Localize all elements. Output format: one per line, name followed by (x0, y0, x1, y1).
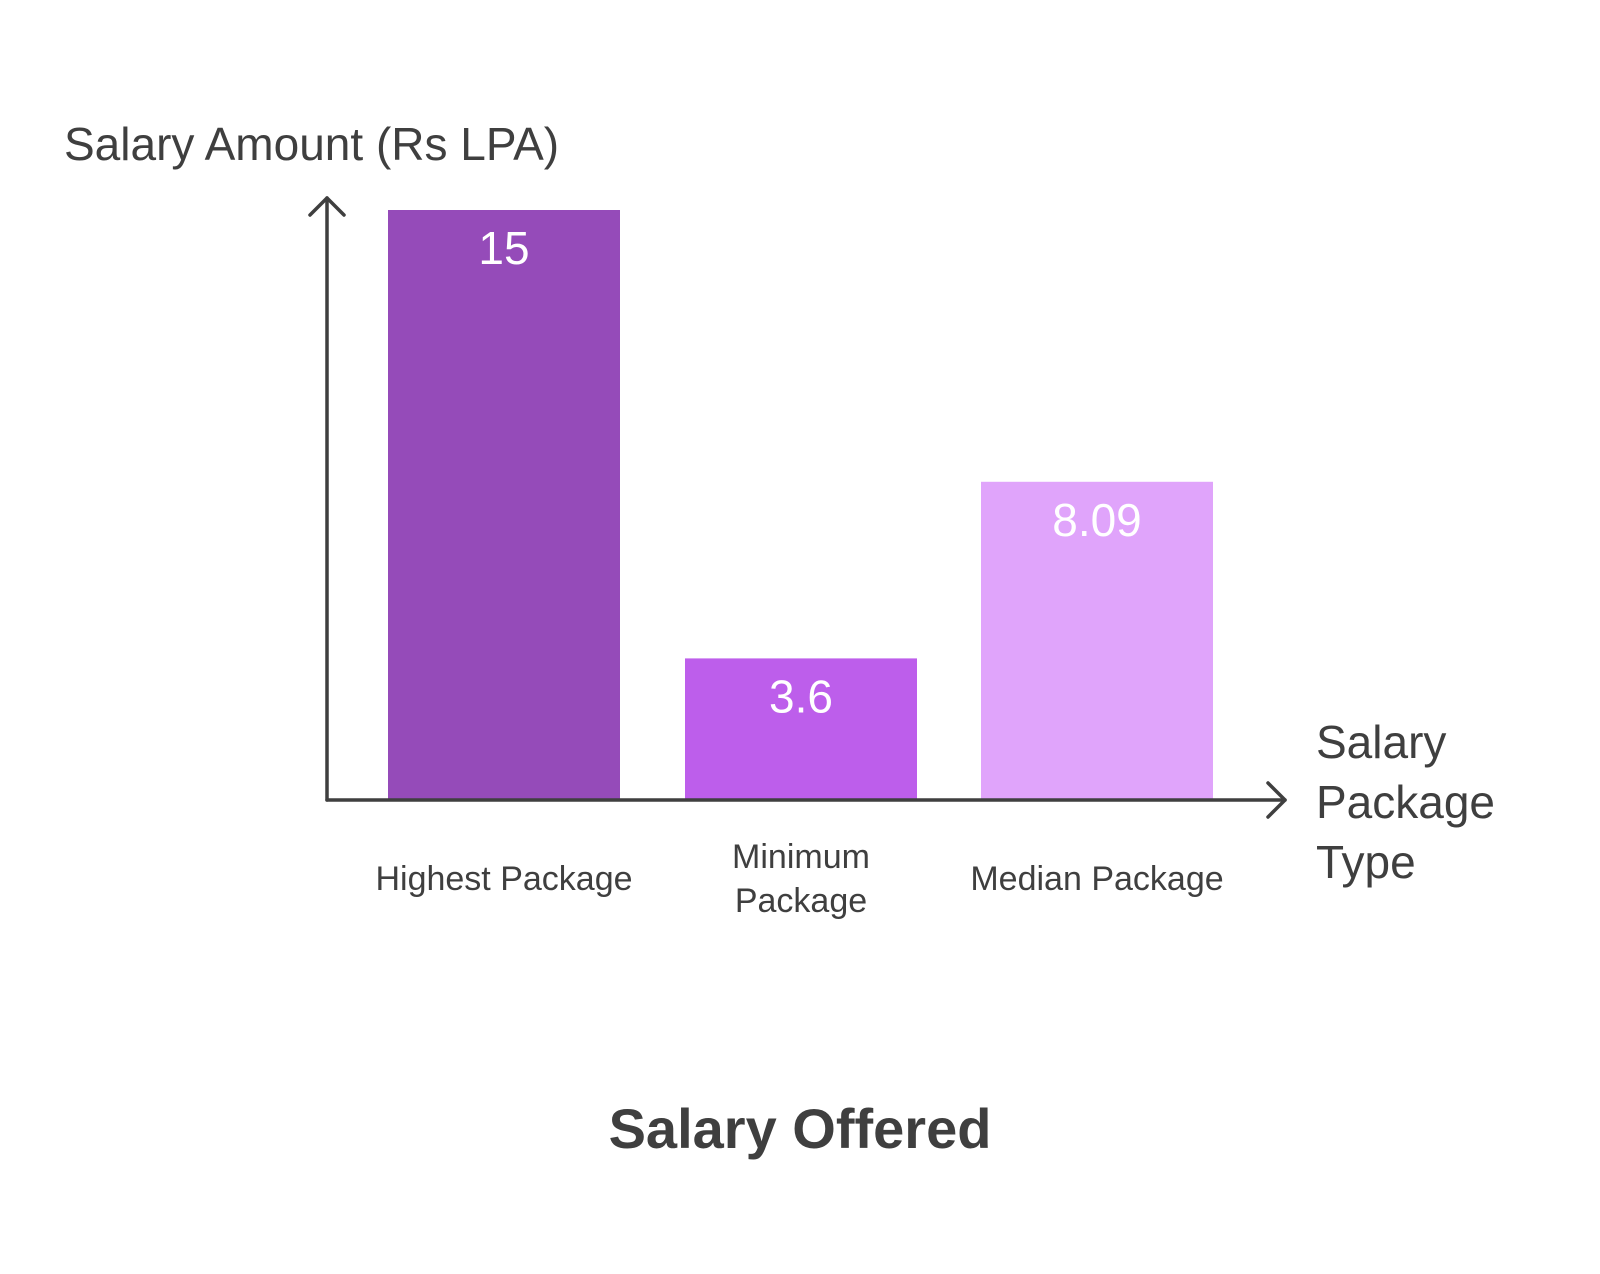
category-label-1: Minimum Package (732, 838, 870, 920)
x-axis-title-text: Salary Package Type (1316, 716, 1495, 888)
chart-title: Salary Offered (609, 1097, 992, 1160)
category-label-0: Highest Package (375, 860, 632, 898)
bars-group (388, 210, 1213, 800)
category-label-line: Median Package (970, 860, 1223, 898)
x-axis-title-line: Salary (1316, 716, 1446, 768)
category-label-line: Highest Package (375, 860, 632, 898)
bar-0 (388, 210, 620, 800)
x-axis-title-line: Type (1316, 836, 1416, 888)
x-axis-title-line: Package (1316, 776, 1495, 828)
x-axis-title: Salary Package Type (1316, 716, 1495, 888)
bar-1 (685, 658, 917, 800)
bar-2 (981, 481, 1213, 800)
bar-value-label-1: 3.6 (769, 670, 833, 722)
y-axis-title: Salary Amount (Rs LPA) (64, 118, 559, 170)
y-axis-arrow-icon (308, 196, 346, 217)
value-labels-group: 15 3.6 8.09 (478, 222, 1141, 722)
category-label-2: Median Package (970, 860, 1223, 898)
bar-value-label-2: 8.09 (1052, 494, 1142, 546)
x-axis-arrow-icon (1266, 781, 1287, 819)
category-label-line: Package (735, 882, 867, 920)
category-label-line: Minimum (732, 838, 870, 876)
bar-value-label-0: 15 (478, 222, 529, 274)
category-labels-group: Highest Package Minimum Package Median Pack… (375, 838, 1223, 920)
